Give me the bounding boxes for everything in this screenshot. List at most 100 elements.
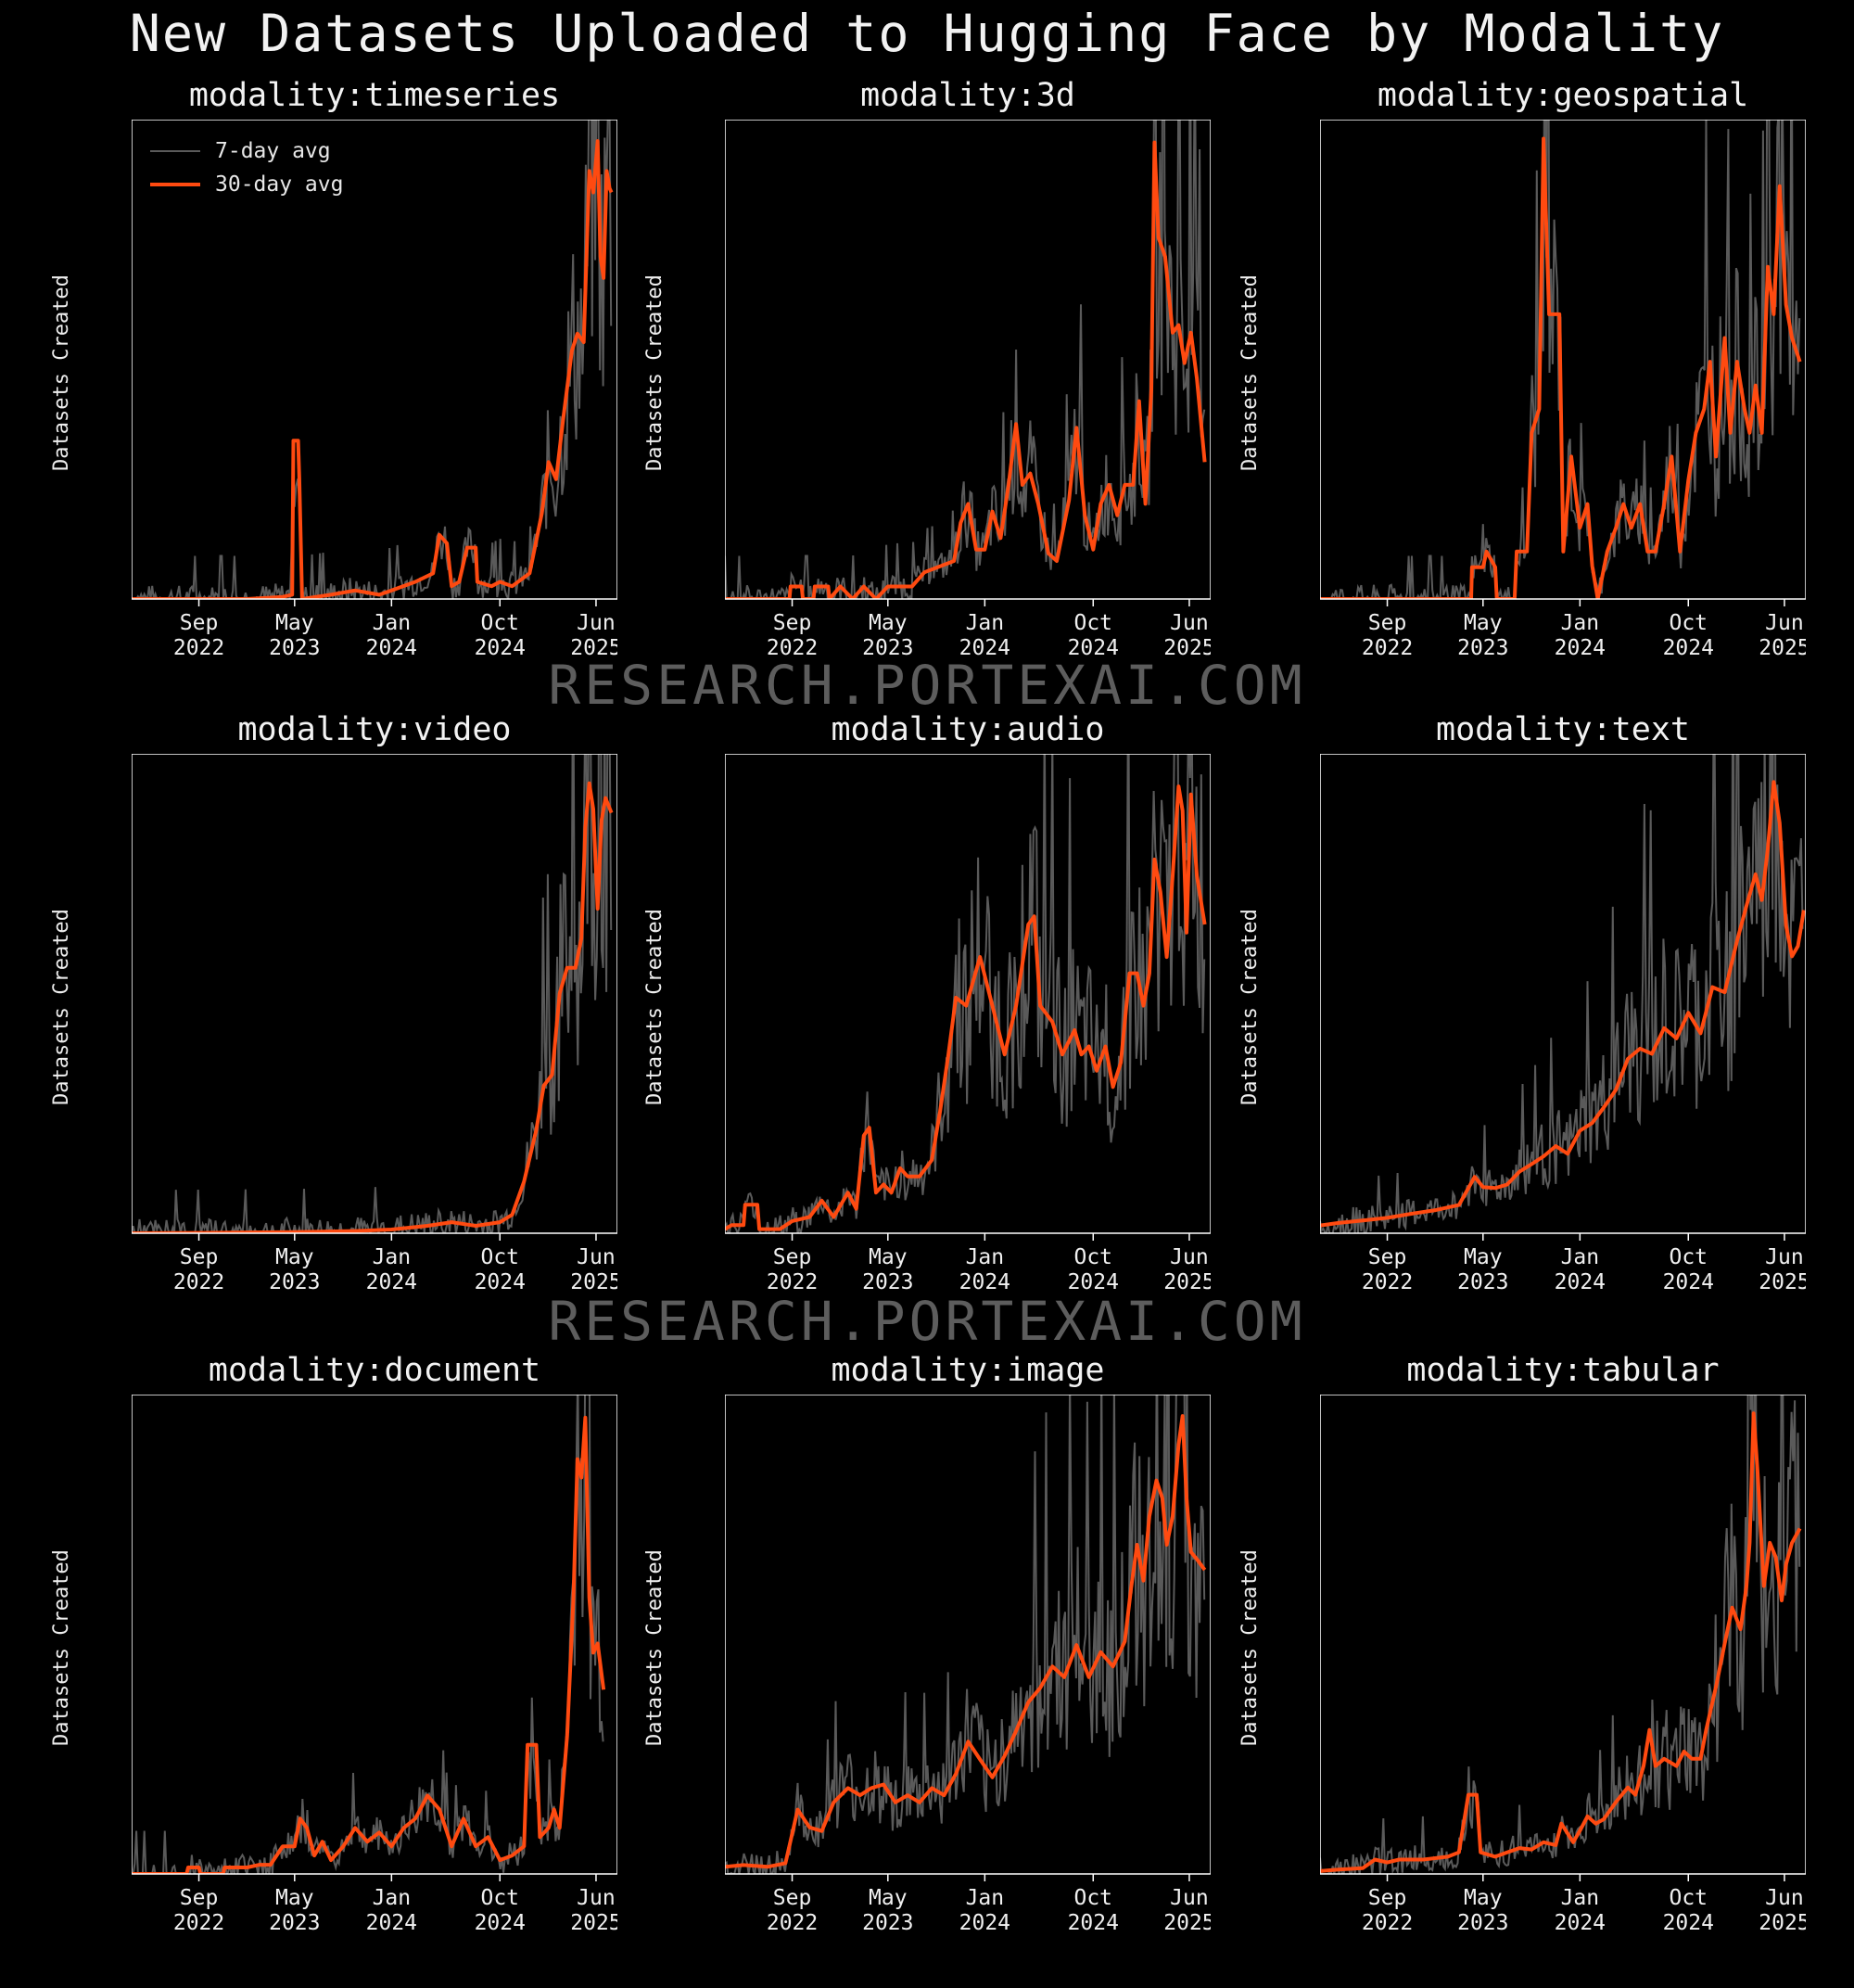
x-tick-label: 2023 (269, 1911, 320, 1935)
x-tick-label: Jun (577, 1245, 616, 1269)
y-axis-label: Datasets Created (643, 274, 667, 471)
x-tick-label: 2024 (1663, 1270, 1714, 1294)
x-tick-label: 2022 (1362, 1911, 1413, 1935)
x-tick-label: 2023 (269, 636, 320, 660)
x-tick-label: 2024 (475, 1911, 526, 1935)
series-30day-line (1320, 780, 1806, 1228)
x-tick-label: Sep (1368, 611, 1407, 635)
x-tick-label: Sep (180, 1245, 219, 1269)
x-tick-label: 2022 (173, 1911, 224, 1935)
x-tick-label: 2024 (1663, 636, 1714, 660)
x-tick-label: Sep (180, 611, 219, 635)
chart-panel: 0200400600800Sep2022May2023Jan2024Oct202… (1320, 754, 1806, 1294)
series-30day-line (725, 784, 1207, 1231)
x-tick-label: Oct (1669, 1886, 1708, 1910)
x-tick-label: Jun (1170, 1245, 1209, 1269)
y-axis-label: Datasets Created (50, 274, 73, 471)
legend-label: 7-day avg (215, 139, 331, 163)
series-7day-line (132, 120, 613, 599)
panel-title: modality:document (208, 1352, 541, 1389)
series-30day-line (725, 1414, 1207, 1869)
panel-title: modality:image (831, 1352, 1105, 1389)
x-tick-label: May (275, 1886, 314, 1910)
x-tick-label: Jan (1561, 1245, 1600, 1269)
watermark: RESEARCH.PORTEXAI.COM (548, 1290, 1306, 1353)
x-tick-label: May (869, 1245, 908, 1269)
x-tick-label: Sep (180, 1886, 219, 1910)
x-tick-label: 2025 (1759, 1911, 1806, 1935)
x-tick-label: Jan (373, 1245, 412, 1269)
x-tick-label: Sep (773, 1245, 812, 1269)
watermark: RESEARCH.PORTEXAI.COM (548, 654, 1306, 717)
x-tick-label: Jun (577, 1886, 616, 1910)
plot-frame (132, 1395, 617, 1875)
panel-title: modality:tabular (1406, 1352, 1720, 1389)
x-tick-label: 2023 (862, 636, 913, 660)
x-tick-label: Oct (1073, 1245, 1112, 1269)
x-tick-label: Oct (1073, 1886, 1112, 1910)
x-tick-label: Oct (1669, 611, 1708, 635)
x-tick-label: May (275, 1245, 314, 1269)
panel-title: modality:audio (831, 711, 1105, 748)
x-tick-label: May (869, 611, 908, 635)
x-tick-label: Jun (1765, 1886, 1804, 1910)
chart-panel: 012345Sep2022May2023Jan2024Oct2024Jun202… (132, 1395, 617, 1935)
x-tick-label: 2024 (1555, 636, 1606, 660)
x-tick-label: Jun (1170, 611, 1209, 635)
panel-title: modality:3d (860, 77, 1075, 114)
plot-frame (725, 754, 1211, 1234)
legend-item-avg: 30-day avg (150, 168, 343, 201)
plot-frame (725, 1395, 1211, 1875)
x-tick-label: 2024 (1068, 636, 1119, 660)
y-axis-label: Datasets Created (643, 1548, 667, 1746)
x-tick-label: 2024 (1068, 1270, 1119, 1294)
y-axis-label: Datasets Created (50, 908, 73, 1105)
x-tick-label: 2022 (767, 1270, 818, 1294)
panel-title: modality:timeseries (188, 77, 561, 114)
series-7day-line (725, 754, 1206, 1233)
x-tick-label: Oct (480, 1245, 519, 1269)
legend: 7-day avg 30-day avg (150, 134, 343, 201)
chart-panel: 00.20.40.60.811.2Sep2022May2023Jan2024Oc… (725, 120, 1211, 660)
x-tick-label: 2024 (366, 1911, 417, 1935)
x-tick-label: Jun (1765, 1245, 1804, 1269)
x-tick-label: 2024 (366, 1270, 417, 1294)
x-tick-label: 2025 (1759, 1270, 1806, 1294)
plot-frame (132, 120, 617, 600)
panel-title: modality:geospatial (1377, 77, 1749, 114)
panel-title: modality:video (237, 711, 512, 748)
x-tick-label: Sep (1368, 1886, 1407, 1910)
chart-panel: 020406080100Sep2022May2023Jan2024Oct2024… (132, 120, 617, 660)
x-tick-label: Oct (1073, 611, 1112, 635)
x-tick-label: 2022 (767, 1911, 818, 1935)
y-axis-label: Datasets Created (50, 1548, 73, 1746)
x-tick-label: Jan (966, 1245, 1005, 1269)
x-tick-label: 2023 (1457, 1270, 1508, 1294)
chart-panel: 020406080100120Sep2022May2023Jan2024Oct2… (725, 1395, 1211, 1935)
x-tick-label: Oct (480, 611, 519, 635)
series-30day-line (132, 139, 614, 599)
x-tick-label: May (275, 611, 314, 635)
x-tick-label: 2023 (269, 1270, 320, 1294)
x-tick-label: Jan (1561, 611, 1600, 635)
chart-panel: 050100150200250300Sep2022May2023Jan2024O… (1320, 1395, 1806, 1935)
x-tick-label: 2025 (570, 1911, 617, 1935)
series-7day-line (132, 754, 613, 1233)
legend-item-raw: 7-day avg (150, 134, 343, 168)
panel-title: modality:text (1436, 711, 1690, 748)
x-tick-label: Jan (373, 611, 412, 635)
series-7day-line (725, 120, 1206, 599)
x-tick-label: May (1464, 1245, 1503, 1269)
x-tick-label: 2025 (1163, 636, 1211, 660)
x-tick-label: Jan (1561, 1886, 1600, 1910)
x-tick-label: Oct (480, 1886, 519, 1910)
series-30day-line (132, 1415, 606, 1874)
legend-swatch-avg (150, 183, 200, 186)
y-axis-label: Datasets Created (1238, 1548, 1262, 1746)
x-tick-label: 2022 (173, 636, 224, 660)
plot-frame (1320, 1395, 1806, 1875)
x-tick-label: 2024 (959, 1270, 1010, 1294)
x-tick-label: 2024 (1555, 1911, 1606, 1935)
series-30day-line (725, 140, 1207, 599)
x-tick-label: 2022 (1362, 636, 1413, 660)
